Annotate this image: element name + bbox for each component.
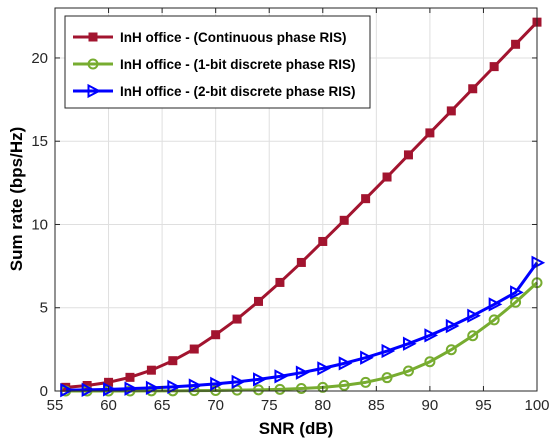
legend-label-3: InH office - (2-bit discrete phase RIS) — [120, 84, 356, 99]
legend-label-2: InH office - (1-bit discrete phase RIS) — [120, 57, 356, 72]
series-1-point — [361, 194, 371, 204]
series-3-point — [424, 328, 439, 343]
series-3-point — [467, 308, 481, 323]
series-1-point — [339, 215, 349, 225]
y-tick-label: 0 — [40, 383, 48, 400]
x-tick-label: 70 — [207, 397, 224, 414]
series-2-point — [488, 314, 500, 326]
series-2-point — [274, 383, 286, 395]
series-2-point — [402, 365, 414, 377]
series-1-point — [211, 330, 221, 340]
series-2-point — [253, 384, 265, 396]
series-3-point — [231, 374, 246, 389]
series-3 — [60, 255, 546, 398]
series-3-point — [253, 372, 267, 387]
x-tick-label: 100 — [524, 397, 549, 414]
series-2-point — [338, 379, 350, 391]
series-3-point — [338, 356, 353, 371]
x-tick-label: 60 — [100, 397, 117, 414]
series-3-point — [381, 343, 396, 359]
y-axis-label: Sum rate (bps/Hz) — [7, 127, 26, 272]
axis-ticks: 55 60 65 70 75 80 85 90 95 100 0 5 10 15 20 — [31, 8, 550, 414]
plot-frame — [54, 7, 538, 392]
series-3-point — [188, 378, 203, 393]
y-tick-label: 20 — [31, 50, 48, 67]
series-1-point — [403, 150, 413, 160]
legend-marker-2 — [87, 58, 99, 70]
series-2-point — [317, 381, 329, 393]
legend-box — [64, 15, 371, 109]
legend: InH office - (Continuous phase RIS) InH o… — [64, 15, 371, 109]
x-tick-label: 75 — [261, 397, 278, 414]
series-3-point — [60, 383, 74, 398]
y-tick-label: 10 — [31, 216, 48, 233]
series-1-point — [189, 344, 199, 354]
series-3-point — [274, 369, 289, 384]
legend-marker-3 — [87, 83, 102, 99]
series-2-point — [381, 372, 393, 384]
series-1-point — [232, 314, 242, 324]
series-2-point — [467, 330, 479, 342]
series-1-point — [468, 84, 478, 94]
series-3-point — [317, 361, 331, 376]
series-3-point — [167, 379, 181, 394]
series-3-point — [295, 365, 310, 380]
x-tick-label: 95 — [475, 397, 492, 414]
series-1-point — [511, 39, 521, 49]
series-2-point — [510, 296, 522, 308]
series-1-point — [296, 257, 306, 267]
series-1-point — [275, 277, 285, 287]
series-1-point — [382, 172, 392, 182]
series-3-point — [81, 382, 96, 397]
series-3-point — [510, 285, 524, 300]
series-1-point — [125, 372, 135, 382]
x-tick-label: 90 — [422, 397, 439, 414]
series-3-point — [488, 297, 503, 312]
series-2-point — [445, 344, 457, 356]
series-2-point — [295, 383, 307, 395]
series-1-point — [146, 365, 156, 375]
series-1-point — [254, 296, 264, 306]
x-axis-label: SNR (dB) — [259, 419, 334, 438]
series-3-point — [103, 382, 117, 397]
series-1-point — [168, 356, 178, 366]
series-3-point — [531, 255, 546, 270]
series-3-point — [210, 376, 224, 391]
series-3-point — [445, 318, 460, 334]
y-tick-label: 5 — [40, 300, 48, 317]
legend-marker-1 — [88, 32, 98, 42]
series-3-point — [402, 336, 417, 351]
series-3-point — [360, 350, 374, 365]
series-1 — [61, 17, 542, 392]
series-1-point — [425, 128, 435, 138]
x-tick-label: 85 — [368, 397, 385, 414]
series-1-point — [489, 62, 499, 72]
x-tick-label: 80 — [314, 397, 331, 414]
x-tick-label: 55 — [47, 397, 64, 414]
series-3-line — [65, 261, 539, 392]
y-tick-label: 15 — [31, 133, 48, 150]
series-1-point — [318, 236, 328, 246]
series-2-point — [424, 356, 436, 368]
series-2-point — [360, 376, 372, 388]
legend-label-1: InH office - (Continuous phase RIS) — [120, 30, 347, 45]
x-tick-label: 65 — [154, 397, 171, 414]
series-1-point — [446, 106, 456, 116]
